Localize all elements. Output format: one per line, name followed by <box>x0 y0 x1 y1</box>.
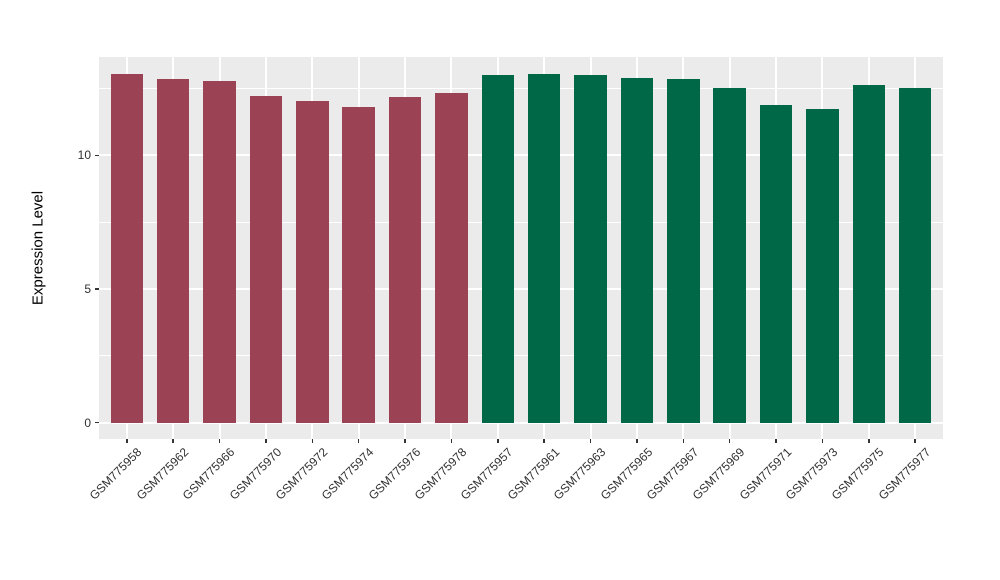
x-axis-tick <box>868 439 870 443</box>
y-axis-tick <box>95 154 99 157</box>
bar <box>156 79 190 423</box>
bar <box>806 109 839 423</box>
bar <box>388 97 422 423</box>
x-axis-tick <box>914 439 916 443</box>
x-axis-tick <box>126 439 128 443</box>
x-axis-tick <box>450 439 453 443</box>
minor-gridline-y <box>99 221 943 223</box>
y-axis-title: Expression Level <box>29 190 47 306</box>
bar <box>667 78 700 423</box>
bar <box>852 85 886 423</box>
x-axis-tick <box>589 439 592 443</box>
bar <box>249 96 283 423</box>
bar <box>435 93 468 423</box>
plot-panel <box>99 57 943 439</box>
x-axis-tick <box>728 439 731 443</box>
x-axis-tick <box>775 439 777 443</box>
y-axis-tick-label: 10 <box>77 148 91 163</box>
x-axis-tick <box>636 439 638 443</box>
x-axis-tick <box>265 439 267 443</box>
bar <box>713 87 746 423</box>
minor-gridline-y <box>99 88 943 90</box>
bar <box>296 101 329 423</box>
major-gridline-y <box>99 288 943 291</box>
y-axis-tick-label: 5 <box>84 282 91 297</box>
bar <box>203 80 236 423</box>
x-axis-tick <box>404 439 406 443</box>
major-gridline-y <box>99 421 943 424</box>
bar <box>110 73 144 423</box>
bar <box>481 74 515 423</box>
y-axis-tick-label: 0 <box>84 415 91 430</box>
y-axis-tick <box>95 288 99 290</box>
x-axis-tick <box>497 439 499 443</box>
bar <box>759 104 793 423</box>
bar <box>620 77 654 423</box>
x-axis-tick <box>682 439 685 443</box>
x-axis-tick <box>357 439 360 443</box>
bar <box>898 88 932 423</box>
bar <box>527 73 561 423</box>
x-axis-tick <box>172 439 174 443</box>
x-axis-tick <box>543 439 545 443</box>
minor-gridline-y <box>99 355 943 357</box>
x-axis-tick <box>218 439 221 443</box>
x-axis-tick <box>821 439 824 443</box>
major-gridline-y <box>99 154 943 157</box>
bar <box>574 74 607 423</box>
x-axis-tick <box>311 439 314 443</box>
y-axis-tick <box>95 421 99 424</box>
bar <box>342 106 375 423</box>
